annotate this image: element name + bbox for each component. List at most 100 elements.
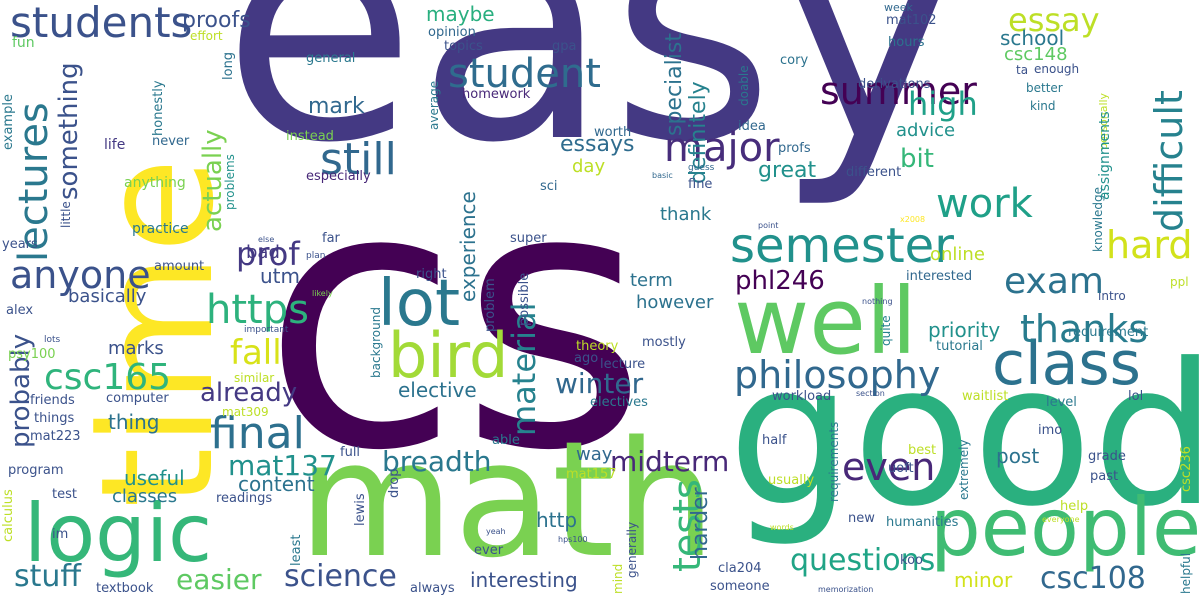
word-im: im xyxy=(52,527,69,542)
word-never: never xyxy=(152,134,190,149)
word-essays: essays xyxy=(560,132,635,157)
word-summer: summer xyxy=(820,69,977,113)
word-something: something xyxy=(54,62,84,200)
word-way: way xyxy=(576,444,613,465)
word-grade: grade xyxy=(1088,449,1126,464)
word-maybe: maybe xyxy=(426,2,495,26)
word-lewis: lewis xyxy=(353,493,368,526)
word-elective: elective xyxy=(398,378,477,402)
word-people: people xyxy=(930,481,1200,574)
word-fine: fine xyxy=(688,177,713,192)
word-everyone: everyone xyxy=(1042,515,1080,524)
word-honestly: honestly xyxy=(151,80,166,136)
word-phl246: phl246 xyxy=(735,266,825,296)
word-opinion: opinion xyxy=(428,25,476,40)
word-general: general xyxy=(306,51,356,66)
word-years: years xyxy=(2,237,38,252)
word-useful: useful xyxy=(124,466,185,490)
word-problem: problem xyxy=(483,278,498,332)
word-thank: thank xyxy=(660,204,712,225)
word-well: well xyxy=(734,268,917,375)
word-workload: workload xyxy=(772,389,832,404)
word-else: else xyxy=(258,235,275,244)
word-worth: worth xyxy=(594,125,632,140)
word-math: math xyxy=(298,406,717,593)
word-important: important xyxy=(244,325,289,335)
word-ago: ago xyxy=(574,351,599,366)
word-prof: prof xyxy=(236,235,300,273)
word-gpa: gpa xyxy=(552,39,577,54)
word-hps100: hps100 xyxy=(558,535,588,544)
word-semester: semester xyxy=(730,218,954,274)
word-bad: bad xyxy=(246,242,280,263)
word-different: different xyxy=(846,165,902,180)
word-right: right xyxy=(416,267,447,282)
word-helpful: helpful xyxy=(1179,552,1193,594)
word-koo: koo xyxy=(900,553,923,568)
word-mat137: mat137 xyxy=(228,449,337,482)
word-cory: cory xyxy=(780,53,809,68)
word-post: post xyxy=(996,444,1040,468)
word-mat223: mat223 xyxy=(30,429,81,444)
word-likely: likely xyxy=(312,289,333,298)
word-term: term xyxy=(630,270,673,291)
word-sci: sci xyxy=(540,179,558,194)
word-far: far xyxy=(322,231,340,246)
word-humanities: humanities xyxy=(886,515,959,530)
word-experience: experience xyxy=(456,191,480,302)
word-ta: ta xyxy=(1016,63,1029,77)
word-fun: fun xyxy=(12,35,35,51)
word-alex: alex xyxy=(6,303,34,318)
word-topics: topics xyxy=(444,39,483,54)
word-program: program xyxy=(8,463,64,478)
word-proofs: proofs xyxy=(182,8,251,33)
word-practice: practice xyxy=(132,221,189,237)
word-level: level xyxy=(1046,395,1077,410)
word-thanks: thanks xyxy=(1020,307,1149,351)
word-anything: anything xyxy=(124,175,186,191)
word-classes: classes xyxy=(112,486,178,507)
word-new: new xyxy=(848,511,875,526)
word-thing: thing xyxy=(108,410,160,434)
word-theory: theory xyxy=(576,339,619,354)
word-basic: basic xyxy=(652,171,673,180)
word-day: day xyxy=(572,156,606,177)
word-minor: minor xyxy=(954,568,1013,592)
word-requirement: requirement xyxy=(1068,325,1149,340)
word-advice: advice xyxy=(896,120,956,141)
word-harder: harder xyxy=(688,487,713,560)
word-profs: profs xyxy=(778,141,811,156)
word-high: high xyxy=(908,85,978,123)
word-test: test xyxy=(52,487,77,502)
word-always: always xyxy=(410,581,455,596)
word-hours: hours xyxy=(888,35,925,50)
word-instead: instead xyxy=(286,129,334,144)
word-csc148: csc148 xyxy=(1004,44,1068,65)
word-extremely: extremely xyxy=(957,439,971,500)
word-content: content xyxy=(238,472,315,496)
word-questions: questions xyxy=(790,543,936,578)
word-computer: computer xyxy=(106,391,169,406)
word-lecture: lecture xyxy=(600,357,646,372)
word-basically: basically xyxy=(68,286,147,307)
word-winter: winter xyxy=(555,367,644,400)
word-usually: usually xyxy=(768,473,815,488)
word-things: things xyxy=(34,411,75,426)
word-mind: mind xyxy=(611,563,625,594)
word-long: long xyxy=(221,51,236,80)
word-half: half xyxy=(762,433,787,448)
word-breadth: breadth xyxy=(382,445,492,478)
word-someone: someone xyxy=(710,579,770,594)
word-background: background xyxy=(369,307,383,378)
word-words: words xyxy=(770,523,794,532)
word-textbook: textbook xyxy=(96,581,154,596)
word-full: full xyxy=(340,445,361,460)
word-difficult: difficult xyxy=(1147,90,1191,232)
word-drop: drop xyxy=(387,468,402,498)
word-fall: fall xyxy=(230,333,282,373)
word-stuff: stuff xyxy=(14,559,82,594)
word-bit: bit xyxy=(900,144,934,174)
word-major: major xyxy=(664,125,780,171)
word-calculus: calculus xyxy=(1,489,16,542)
word-doable: doable xyxy=(737,65,751,106)
